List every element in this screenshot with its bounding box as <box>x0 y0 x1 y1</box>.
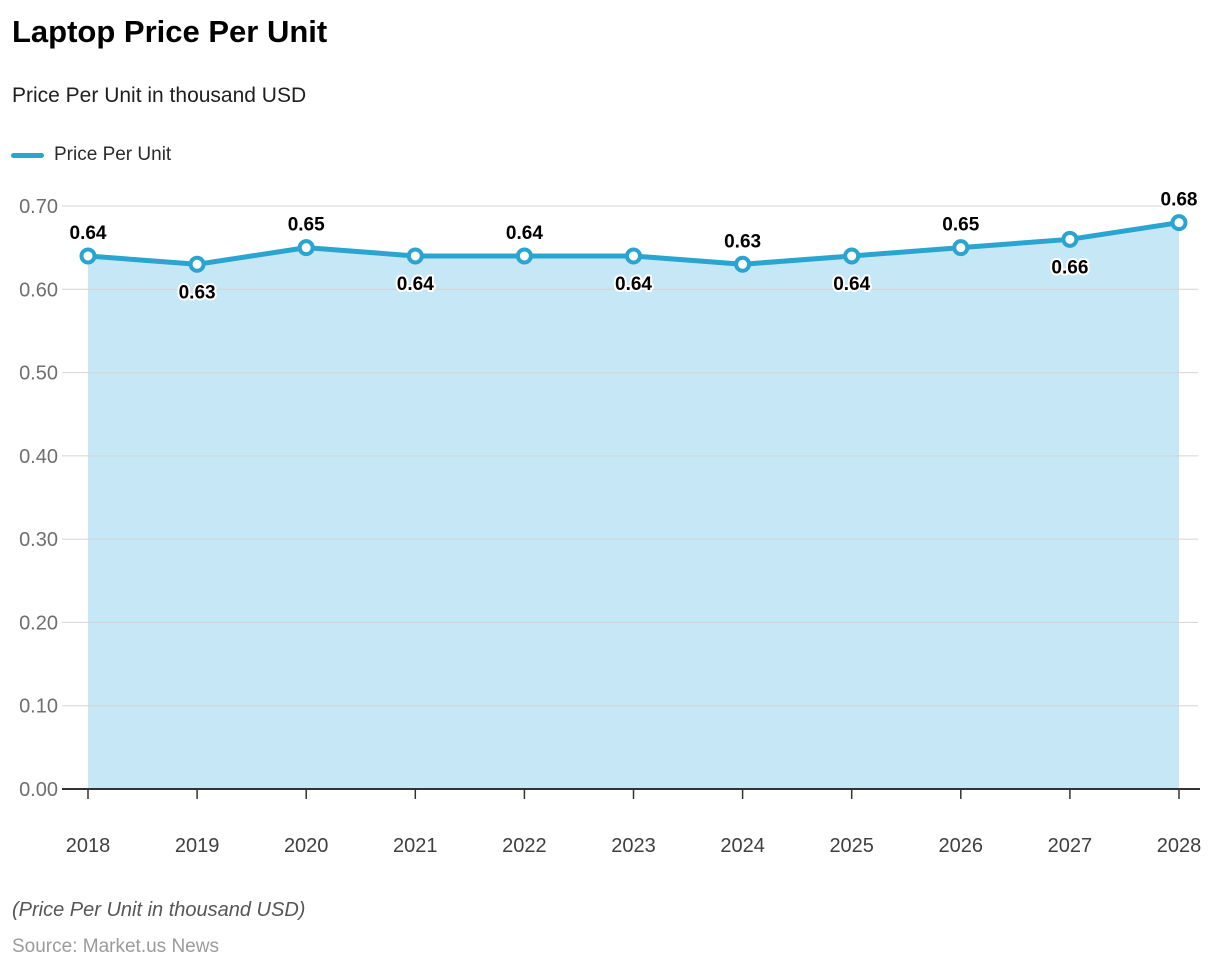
data-point-marker <box>515 247 533 265</box>
x-axis-tick-label: 2022 <box>502 835 547 857</box>
y-axis-tick-label: 0.70 <box>19 196 58 218</box>
data-point-label: 0.65 <box>288 215 325 236</box>
x-axis-tick-label: 2028 <box>1157 835 1202 857</box>
data-point-marker <box>297 239 315 257</box>
y-axis-tick-label: 0.50 <box>19 363 58 385</box>
data-point-label: 0.66 <box>1051 257 1088 278</box>
x-axis-tick-label: 2027 <box>1048 835 1093 857</box>
chart-title: Laptop Price Per Unit <box>12 14 328 49</box>
data-point-marker <box>1061 230 1079 248</box>
y-axis-tick-label: 0.40 <box>19 446 58 468</box>
legend-line-swatch-icon <box>11 152 44 158</box>
data-point-marker <box>188 255 206 273</box>
x-axis-tick-label: 2020 <box>284 835 329 857</box>
data-point-label: 0.64 <box>397 274 434 295</box>
data-point-marker <box>843 247 861 265</box>
data-point-label: 0.64 <box>615 274 652 295</box>
y-axis-tick-label: 0.10 <box>19 696 58 718</box>
data-point-label: 0.68 <box>1161 190 1198 211</box>
y-axis-tick-label: 0.20 <box>19 612 58 634</box>
x-axis-tick-label: 2025 <box>829 835 874 857</box>
legend-item-price-per-unit[interactable]: Price Per Unit <box>11 144 171 166</box>
x-axis-tick-label: 2019 <box>175 835 220 857</box>
data-point-marker <box>734 255 752 273</box>
x-axis-tick-label: 2023 <box>611 835 656 857</box>
footer-source: Source: Market.us News <box>12 936 219 957</box>
data-point-label: 0.64 <box>506 223 543 244</box>
legend-label: Price Per Unit <box>54 144 172 165</box>
data-point-label: 0.63 <box>179 282 216 303</box>
data-point-marker <box>625 247 642 265</box>
y-axis-tick-label: 0.30 <box>19 529 58 551</box>
data-point-label: 0.64 <box>833 274 870 295</box>
footer-unit-note: (Price Per Unit in thousand USD) <box>12 899 306 921</box>
chart-subtitle: Price Per Unit in thousand USD <box>12 84 307 107</box>
data-point-label: 0.65 <box>942 215 979 236</box>
data-point-marker <box>79 247 97 265</box>
y-axis-tick-label: 0.60 <box>19 279 58 301</box>
data-point-marker <box>406 247 424 265</box>
data-point-marker <box>1170 214 1188 232</box>
data-point-marker <box>952 239 970 257</box>
x-axis-tick-label: 2026 <box>939 835 984 857</box>
x-axis-tick-label: 2018 <box>66 835 111 857</box>
x-axis-tick-label: 2024 <box>720 835 765 857</box>
y-axis-tick-label: 0.00 <box>19 779 58 801</box>
data-point-label: 0.63 <box>724 231 761 252</box>
data-point-label: 0.64 <box>70 223 107 244</box>
x-axis-tick-label: 2021 <box>393 835 438 857</box>
series-area-fill <box>88 222 1179 789</box>
